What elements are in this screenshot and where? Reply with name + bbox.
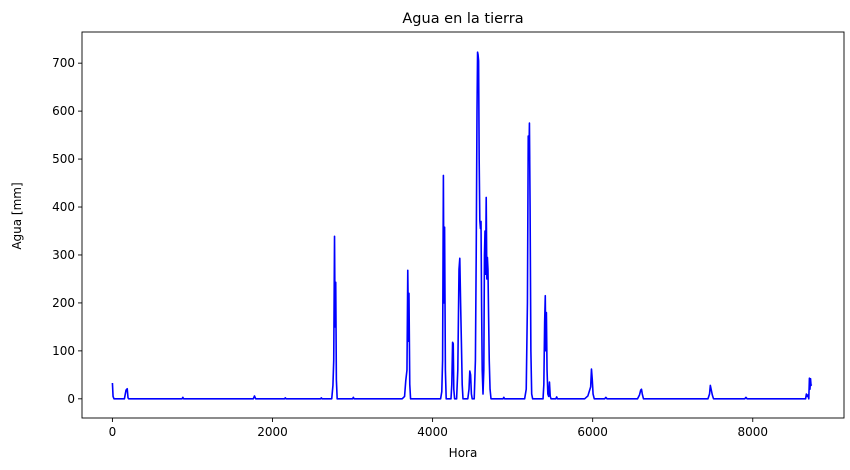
y-tick-label: 100 <box>52 344 75 358</box>
x-tick-label: 4000 <box>417 425 448 439</box>
y-tick-label: 700 <box>52 56 75 70</box>
plot-frame <box>81 31 845 419</box>
series-line-0 <box>111 51 813 400</box>
y-tick-label: 400 <box>52 200 75 214</box>
y-tick-label: 600 <box>52 104 75 118</box>
x-tick-label: 0 <box>109 425 117 439</box>
x-axis-label: Hora <box>449 446 478 460</box>
chart-title: Agua en la tierra <box>402 11 523 27</box>
x-tick-label: 2000 <box>257 425 288 439</box>
y-axis-label: Agua [mm] <box>10 182 24 249</box>
plot-area: 0 2000 4000 6000 8000 0 100 200 300 400 500 600 700 <box>52 31 845 439</box>
x-tick-label: 6000 <box>577 425 608 439</box>
y-tick-label: 0 <box>67 392 75 406</box>
x-tick-label: 8000 <box>737 425 768 439</box>
y-tick-label: 300 <box>52 248 75 262</box>
y-tick-label: 200 <box>52 296 75 310</box>
y-tick-label: 500 <box>52 152 75 166</box>
